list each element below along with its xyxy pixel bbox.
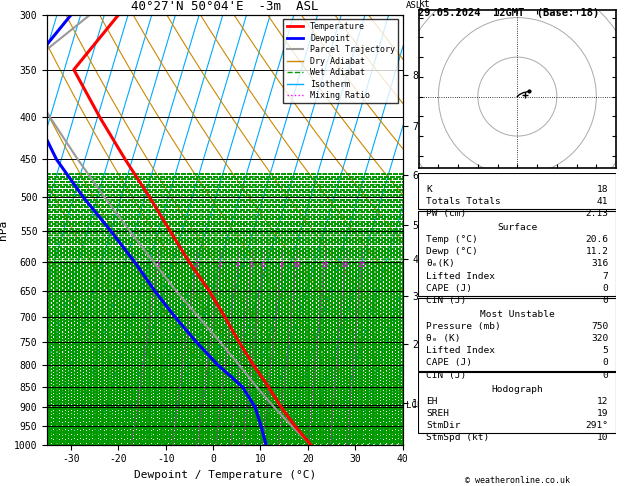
Text: 20: 20 [341, 262, 349, 268]
Text: 10: 10 [292, 262, 301, 268]
Text: 29.05.2024  12GMT  (Base: 18): 29.05.2024 12GMT (Base: 18) [418, 8, 599, 18]
Text: SREH: SREH [426, 409, 449, 418]
X-axis label: Dewpoint / Temperature (°C): Dewpoint / Temperature (°C) [134, 470, 316, 480]
Text: Hodograph: Hodograph [491, 384, 543, 394]
Text: EH: EH [426, 397, 438, 406]
Text: 6: 6 [261, 262, 265, 268]
Text: 41: 41 [597, 197, 608, 206]
Text: Lifted Index: Lifted Index [426, 272, 495, 280]
Bar [418, 211, 616, 296]
Text: 25: 25 [357, 262, 365, 268]
Text: Most Unstable: Most Unstable [480, 310, 555, 319]
Text: θₑ (K): θₑ (K) [426, 334, 460, 343]
Text: 11.2: 11.2 [586, 247, 608, 256]
Text: 1: 1 [156, 262, 160, 268]
Y-axis label: hPa: hPa [0, 220, 8, 240]
Text: 0: 0 [603, 284, 608, 293]
Text: LCL: LCL [406, 400, 422, 410]
Title: 40°27'N 50°04'E  -3m  ASL: 40°27'N 50°04'E -3m ASL [131, 0, 319, 14]
Text: Dewp (°C): Dewp (°C) [426, 247, 478, 256]
Text: kt: kt [419, 0, 430, 9]
Text: 5: 5 [603, 347, 608, 355]
Text: Surface: Surface [498, 223, 537, 232]
Text: km
ASL: km ASL [406, 0, 422, 10]
Bar [418, 173, 616, 209]
Text: 2: 2 [194, 262, 198, 268]
Bar [418, 298, 616, 371]
Text: 19: 19 [597, 409, 608, 418]
Text: 10: 10 [597, 433, 608, 442]
Text: CAPE (J): CAPE (J) [426, 284, 472, 293]
Text: StmSpd (kt): StmSpd (kt) [426, 433, 489, 442]
Text: 320: 320 [591, 334, 608, 343]
Text: 15: 15 [320, 262, 329, 268]
Text: 750: 750 [591, 322, 608, 331]
Bar [418, 372, 616, 433]
Text: K: K [426, 185, 432, 194]
Legend: Temperature, Dewpoint, Parcel Trajectory, Dry Adiabat, Wet Adiabat, Isotherm, Mi: Temperature, Dewpoint, Parcel Trajectory… [284, 19, 398, 104]
Text: 0: 0 [603, 371, 608, 380]
Text: CIN (J): CIN (J) [426, 371, 467, 380]
Text: 0: 0 [603, 359, 608, 367]
Text: 20.6: 20.6 [586, 235, 608, 244]
Text: 8: 8 [280, 262, 284, 268]
Text: 0: 0 [603, 296, 608, 305]
Text: 291°: 291° [586, 421, 608, 430]
Text: CIN (J): CIN (J) [426, 296, 467, 305]
Text: Mixing Ratio (g/kg): Mixing Ratio (g/kg) [444, 178, 454, 281]
Text: 3: 3 [218, 262, 222, 268]
Text: 316: 316 [591, 260, 608, 268]
Text: Totals Totals: Totals Totals [426, 197, 501, 206]
Text: Lifted Index: Lifted Index [426, 347, 495, 355]
Text: 18: 18 [597, 185, 608, 194]
Text: 7: 7 [603, 272, 608, 280]
Text: Temp (°C): Temp (°C) [426, 235, 478, 244]
Text: 5: 5 [249, 262, 253, 268]
Text: © weatheronline.co.uk: © weatheronline.co.uk [465, 475, 570, 485]
Text: CAPE (J): CAPE (J) [426, 359, 472, 367]
Text: 4: 4 [235, 262, 240, 268]
Text: PW (cm): PW (cm) [426, 209, 467, 218]
Text: θₑ(K): θₑ(K) [426, 260, 455, 268]
Text: StmDir: StmDir [426, 421, 460, 430]
Text: 2.13: 2.13 [586, 209, 608, 218]
Text: Pressure (mb): Pressure (mb) [426, 322, 501, 331]
Text: 12: 12 [597, 397, 608, 406]
